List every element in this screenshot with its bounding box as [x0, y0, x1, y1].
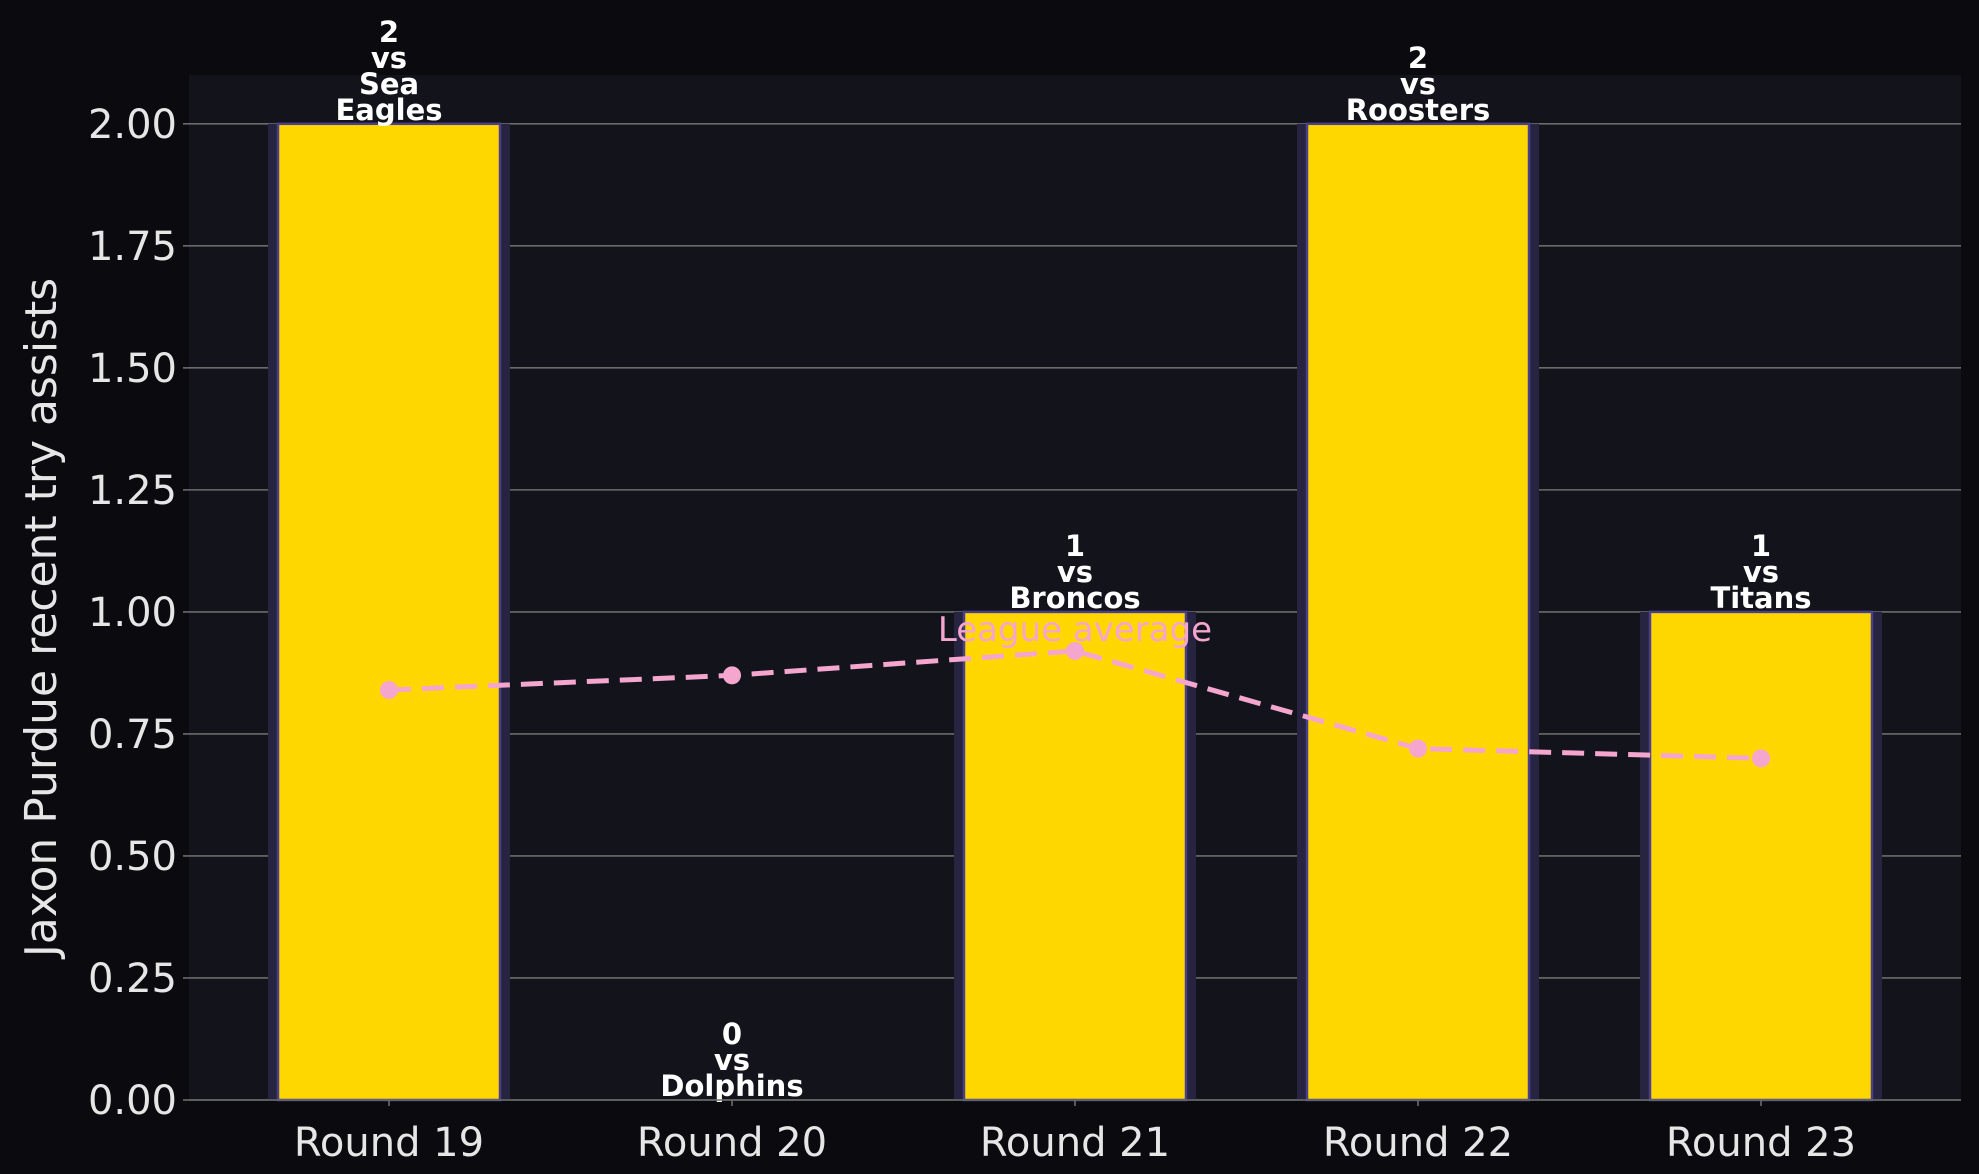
bar-annotation-line: Eagles [335, 93, 442, 127]
y-tick-label: 1.50 [88, 346, 177, 392]
y-tick-label: 1.25 [88, 468, 177, 514]
bar-annotations: 2vsSeaEagles0vsDolphins1vsBroncos2vsRoos… [335, 15, 1811, 1103]
bar-annotation-line: vs [1400, 67, 1436, 101]
bar-annotation-line: 2 [1408, 41, 1428, 75]
league-average-point [1409, 739, 1427, 758]
bar-annotation-line: Broncos [1009, 581, 1140, 615]
y-tick-label: 2.00 [88, 102, 177, 148]
bar-annotation-line: Titans [1710, 581, 1811, 615]
league-average-point [380, 681, 398, 699]
x-tick-label: Round 22 [1323, 1120, 1513, 1166]
league-average-series: League average [380, 610, 1770, 768]
y-tick-label: 0.50 [88, 834, 177, 880]
y-tick-label: 1.75 [88, 224, 177, 270]
bar-annotation-line: vs [1743, 555, 1779, 589]
x-tick-label: Round 20 [637, 1120, 827, 1166]
y-tick-label: 1.00 [88, 590, 177, 636]
bar-annotation-line: vs [371, 41, 407, 75]
bar [962, 610, 1188, 1102]
bar-annotation-line: 1 [1065, 529, 1085, 563]
bar-annotation-line: 2 [379, 15, 399, 49]
x-tick-label: Round 19 [294, 1120, 484, 1166]
bar-annotation-line: Roosters [1346, 93, 1491, 127]
bar-annotation-line: Sea [359, 67, 419, 101]
bar-annotation-line: vs [714, 1043, 750, 1077]
league-average-point [1066, 641, 1084, 660]
bars [268, 122, 1882, 1102]
bar-annotation-line: vs [1057, 555, 1093, 589]
bar [1648, 610, 1874, 1102]
bar-annotation-line: Dolphins [660, 1069, 803, 1103]
y-tick-label: 0.25 [88, 956, 177, 1002]
league-average-line [388, 648, 1762, 761]
league-average-label: League average [938, 610, 1212, 650]
bar [276, 122, 502, 1102]
bar [1305, 122, 1531, 1102]
y-axis-title: Jaxon Purdue recent try assists [16, 278, 67, 960]
y-tick-label: 0.75 [88, 712, 177, 758]
y-tick-label: 0.00 [88, 1078, 177, 1124]
x-tick-label: Round 21 [980, 1120, 1170, 1166]
x-tick-label: Round 23 [1666, 1120, 1856, 1166]
bar-annotation-line: 0 [722, 1017, 742, 1051]
axes: 0.00 0.25 0.50 0.75 1.00 1.25 1.50 1.75 2.00 Roun… [88, 102, 1961, 1166]
bar-annotation-line: 1 [1751, 529, 1771, 563]
league-average-point [723, 666, 741, 685]
league-average-point [1752, 749, 1770, 768]
